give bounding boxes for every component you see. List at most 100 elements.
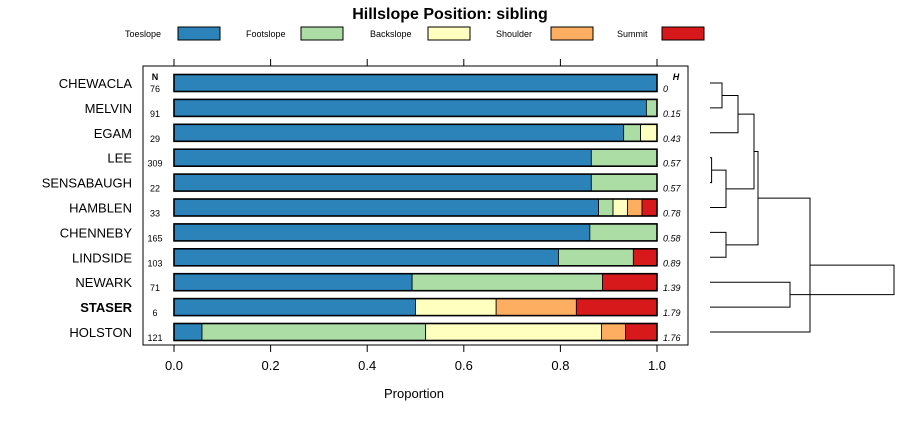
- x-tick-label-1: 0.2: [262, 358, 280, 373]
- legend-swatch-summit: [661, 26, 705, 41]
- h-value-chewacla: 0: [663, 84, 668, 94]
- h-value-lee: 0.57: [663, 159, 682, 169]
- x-tick-label-3: 0.6: [455, 358, 473, 373]
- row-label-chewacla: CHEWACLA: [59, 76, 133, 91]
- bar-row-chenneby: CHENNEBY 165 0.58: [60, 223, 681, 243]
- dendrogram-link-1: [710, 82, 723, 109]
- h-value-newark: 1.39: [663, 283, 681, 293]
- dendrogram-link-2: [710, 157, 713, 184]
- x-tick-label-0: 0.0: [165, 358, 183, 373]
- n-value-sensabaugh: 22: [150, 184, 160, 194]
- x-tick-label-4: 0.8: [551, 358, 569, 373]
- h-value-egam: 0.43: [663, 134, 681, 144]
- bar-segment-egam-footslope: [623, 123, 641, 142]
- row-label-holston: HOLSTON: [69, 325, 132, 340]
- bar-row-staser: STASER 6 1.79: [80, 297, 681, 318]
- bar-segment-newark-summit: [602, 273, 658, 292]
- dendrogram-link-6: [710, 231, 727, 258]
- legend-label-footslope: Footslope: [246, 29, 286, 39]
- bar-row-lindside: LINDSIDE 103 0.89: [72, 248, 681, 268]
- bar-segment-egam-toeslope: [173, 123, 625, 142]
- bar-segment-hamblen-shoulder: [627, 198, 643, 217]
- x-tick-label-5: 1.0: [648, 358, 666, 373]
- bar-segment-holston-summit: [625, 323, 658, 341]
- n-value-lindside: 103: [147, 258, 162, 268]
- bar-segment-holston-toeslope: [173, 323, 203, 341]
- bar-segment-staser-backslope: [415, 298, 497, 317]
- dendrogram-link-8: [710, 281, 791, 308]
- bar-outline-chewacla: [173, 73, 658, 93]
- bar-outline-lindside: [173, 248, 658, 267]
- bar-segment-lindside-summit: [632, 248, 658, 267]
- legend-swatch-shoulder: [550, 26, 594, 41]
- bar-segment-staser-summit: [575, 298, 658, 317]
- bar-row-sensabaugh: SENSABAUGH 22 0.57: [42, 173, 682, 194]
- h-value-staser: 1.79: [663, 308, 681, 318]
- bar-segment-hamblen-toeslope: [173, 198, 599, 217]
- bar-segment-chenneby-toeslope: [173, 223, 591, 242]
- h-value-melvin: 0.15: [663, 109, 682, 119]
- bar-outline-newark: [173, 272, 658, 292]
- h-value-sensabaugh: 0.57: [663, 184, 682, 194]
- bar-outline-chenneby: [173, 223, 658, 242]
- row-label-newark: NEWARK: [75, 275, 132, 290]
- bar-rows: CHEWACLA 76 0 MELVIN 91 0.15 EGAM 29 0.43 LEE 309 0…: [42, 73, 682, 343]
- dendrogram-link-7: [726, 150, 759, 246]
- x-axis-label: Proportion: [384, 386, 444, 401]
- bar-outline-sensabaugh: [173, 173, 658, 192]
- h-value-lindside: 0.89: [663, 258, 681, 268]
- n-value-lee: 309: [147, 159, 162, 169]
- bar-row-egam: EGAM 29 0.43: [94, 123, 681, 144]
- bar-segment-lindside-footslope: [558, 248, 634, 267]
- bar-segment-melvin-footslope: [645, 99, 658, 117]
- n-value-egam: 29: [150, 134, 160, 144]
- row-label-hamblen: HAMBLEN: [69, 201, 132, 216]
- bar-segment-holston-shoulder: [601, 323, 627, 341]
- bar-segment-egam-backslope: [640, 123, 658, 142]
- bar-segment-chewacla-toeslope: [173, 74, 658, 92]
- bar-row-hamblen: HAMBLEN 33 0.78: [69, 198, 681, 219]
- row-label-chenneby: CHENNEBY: [60, 225, 133, 240]
- bar-segment-holston-backslope: [425, 323, 602, 341]
- bar-segment-melvin-toeslope: [173, 99, 647, 117]
- bar-segment-newark-footslope: [411, 273, 603, 292]
- bar-segment-newark-toeslope: [173, 273, 413, 292]
- h-value-hamblen: 0.78: [663, 209, 681, 219]
- dendrogram-link-4: [710, 169, 727, 208]
- bar-row-melvin: MELVIN 91 0.15: [85, 98, 682, 119]
- h-value-holston: 1.76: [663, 333, 681, 343]
- bar-outline-hamblen: [173, 198, 658, 217]
- bar-segment-holston-footslope: [201, 323, 427, 341]
- bar-segment-lindside-toeslope: [173, 248, 559, 267]
- bar-segment-staser-shoulder: [495, 298, 577, 317]
- bar-outline-melvin: [173, 98, 658, 118]
- h-column-header: H: [673, 72, 680, 82]
- dendrogram-link-10: [790, 264, 895, 296]
- bar-segment-chenneby-footslope: [589, 223, 658, 242]
- bar-row-chewacla: CHEWACLA 76 0: [59, 73, 668, 94]
- legend: Toeslope Footslope Backslope Shoulder Summit: [125, 26, 705, 41]
- chart-title: Hillslope Position: sibling: [352, 6, 548, 23]
- row-label-lindside: LINDSIDE: [72, 250, 132, 265]
- n-value-holston: 121: [147, 333, 162, 343]
- bar-outline-holston: [173, 322, 658, 342]
- row-label-lee: LEE: [107, 151, 132, 166]
- bar-segment-staser-toeslope: [173, 298, 416, 317]
- bar-segment-hamblen-backslope: [612, 198, 628, 217]
- row-label-staser: STASER: [80, 300, 132, 315]
- n-value-newark: 71: [150, 283, 160, 293]
- bar-row-holston: HOLSTON 121 1.76: [69, 322, 681, 343]
- bar-segment-lee-footslope: [590, 148, 658, 167]
- n-value-chenneby: 165: [147, 233, 162, 243]
- legend-swatch-footslope: [300, 26, 344, 41]
- x-axis: 0.0 0.2 0.4 0.6 0.8 1.0: [165, 344, 666, 373]
- bar-segment-sensabaugh-footslope: [590, 173, 658, 192]
- bar-segment-hamblen-footslope: [598, 198, 614, 217]
- legend-label-shoulder: Shoulder: [496, 29, 532, 39]
- bar-segment-sensabaugh-toeslope: [173, 173, 592, 192]
- n-column-header: N: [152, 72, 159, 82]
- row-label-melvin: MELVIN: [85, 101, 132, 116]
- dendrogram: [710, 82, 895, 333]
- legend-label-backslope: Backslope: [370, 29, 412, 39]
